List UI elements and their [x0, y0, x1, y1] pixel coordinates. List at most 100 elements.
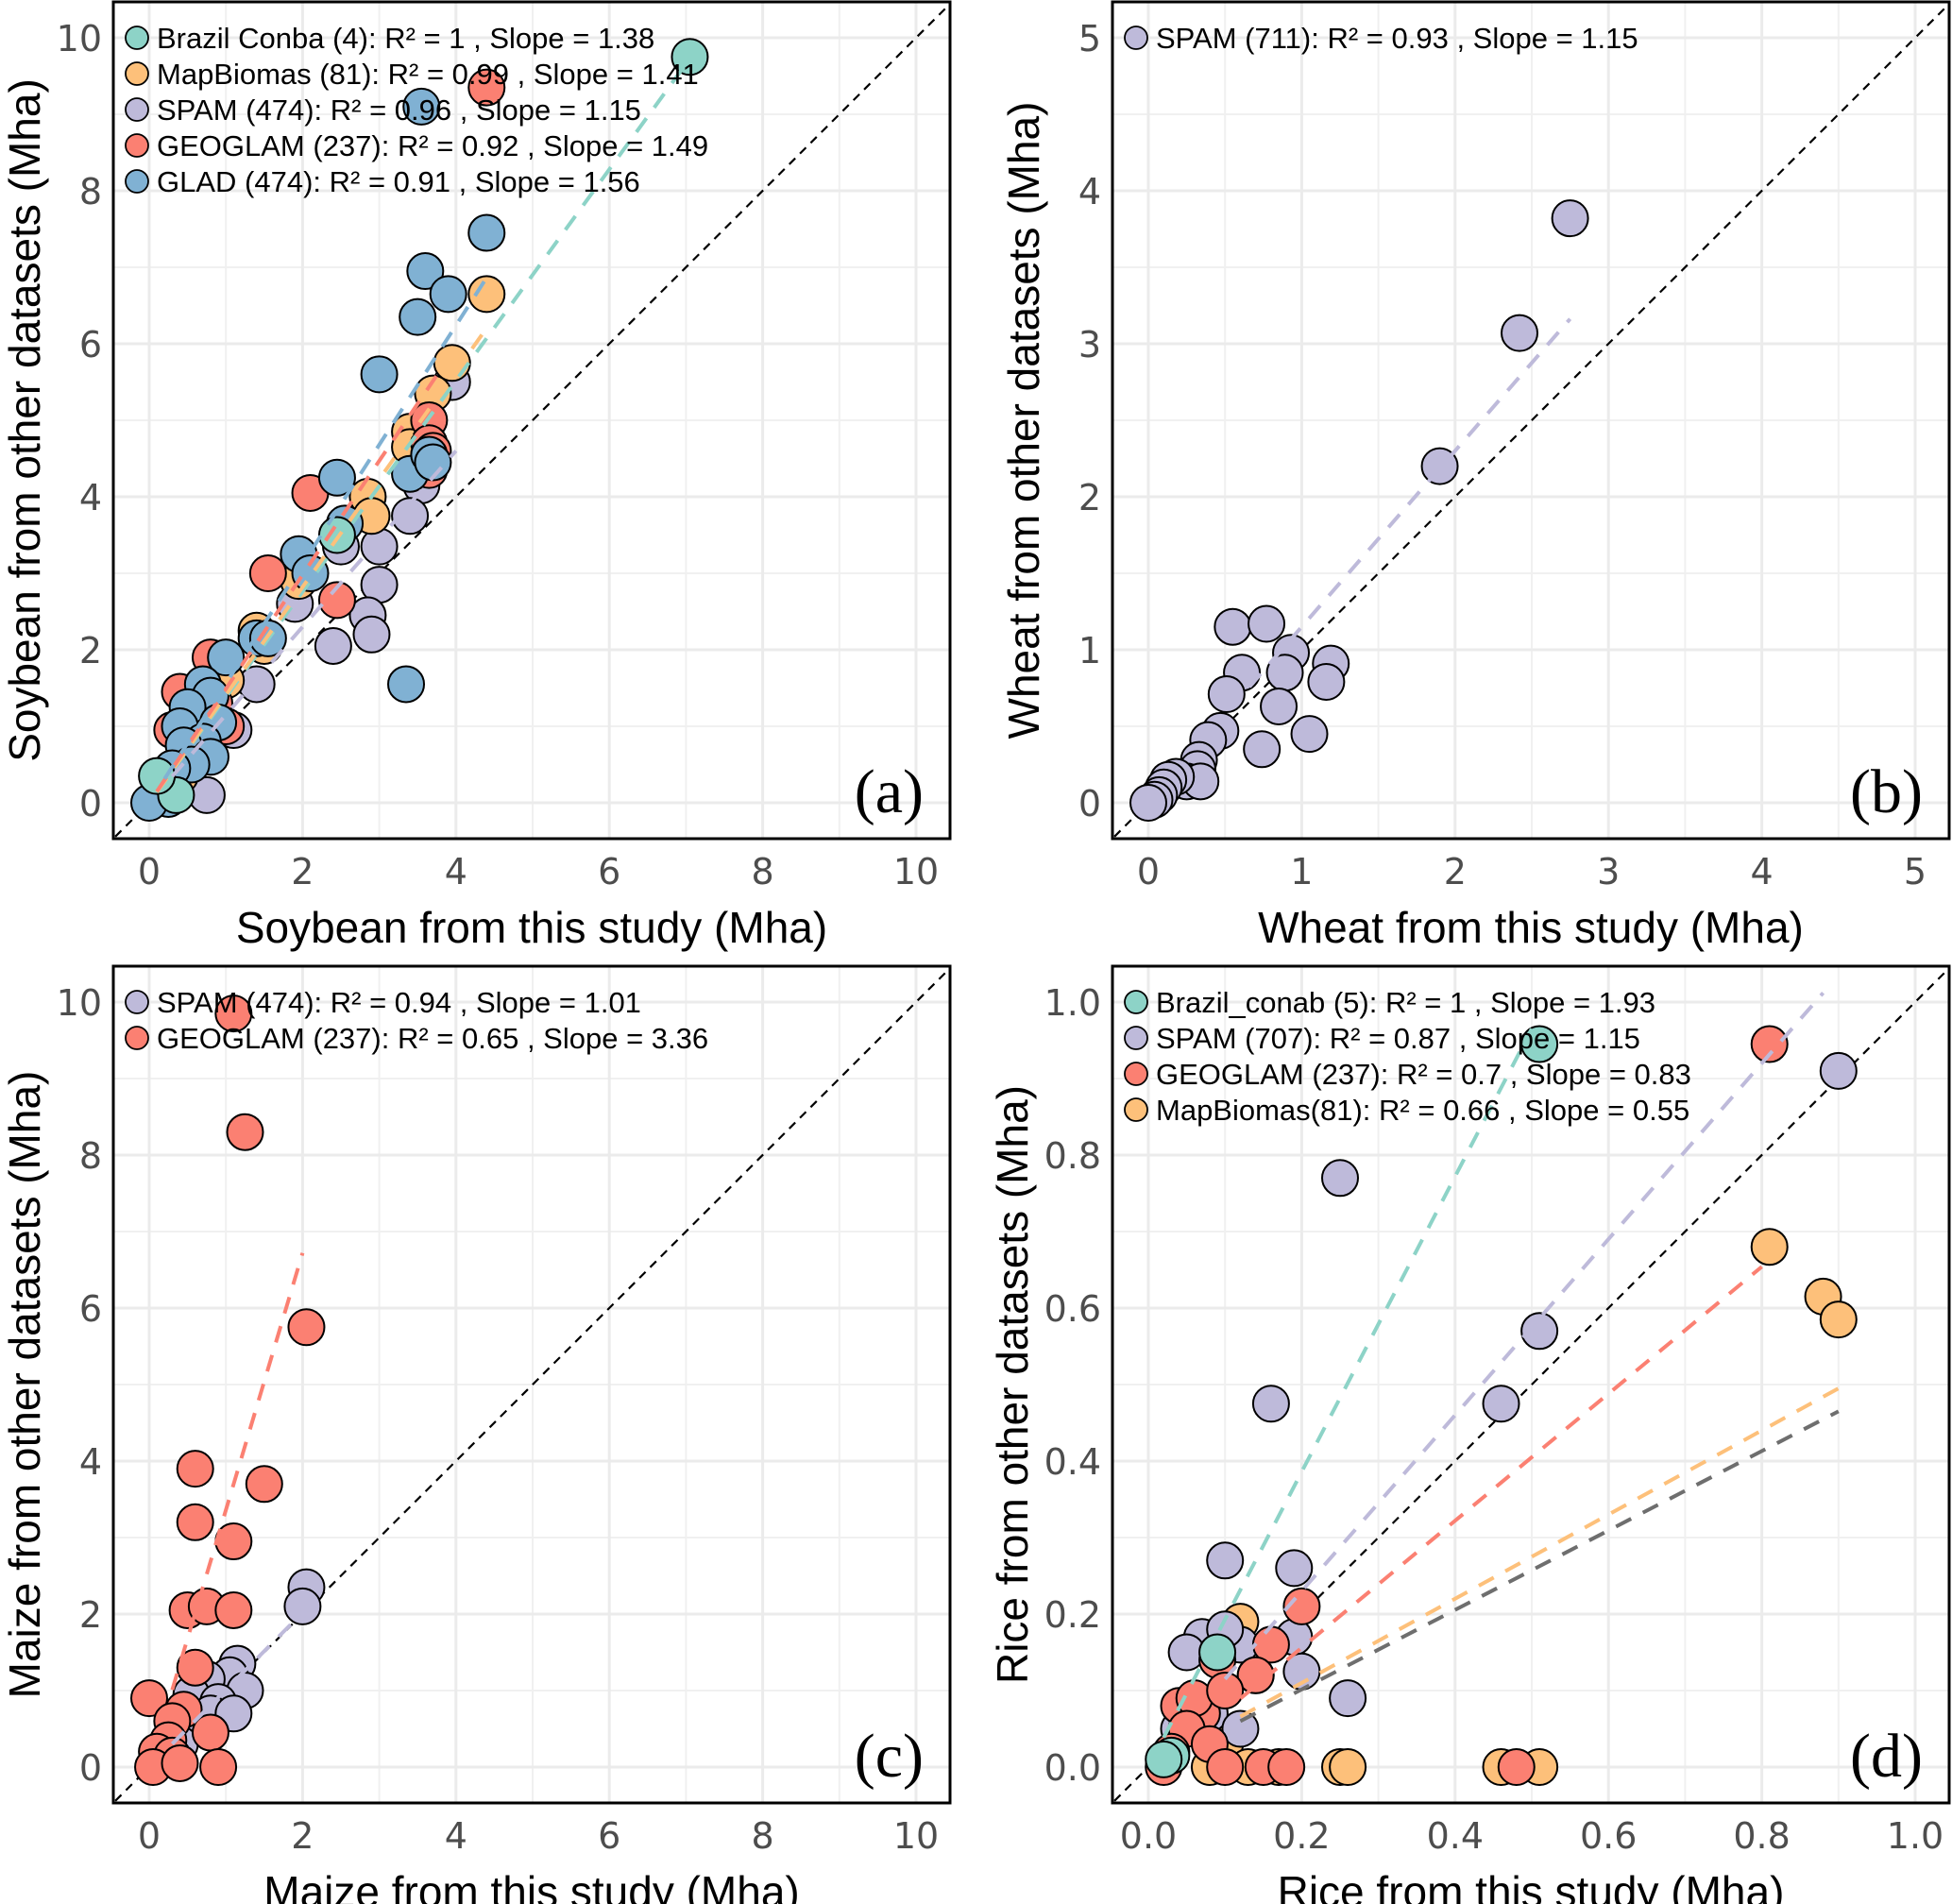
gridlines [1112, 966, 1949, 1803]
point-glad [317, 458, 356, 497]
point-mapbiomas [467, 275, 506, 314]
point-geoglam [1750, 1025, 1789, 1063]
point-spam [1520, 1312, 1559, 1351]
point-geoglam [1267, 1748, 1306, 1786]
point-geoglam [199, 1748, 238, 1786]
x-axis-title: Soybean from this study (Mha) [236, 903, 827, 952]
plot-frame [111, 964, 952, 1805]
point-geoglam [176, 1450, 214, 1488]
point-spam [1251, 1385, 1290, 1423]
point-spam [1221, 1709, 1260, 1748]
legend-marker [125, 1026, 149, 1050]
fit-line-mapbiomas [1239, 1386, 1840, 1719]
y-tick-label: 1 [1078, 630, 1101, 672]
y-tick-label: 0.4 [1044, 1441, 1101, 1483]
x-tick-label: 6 [598, 1815, 620, 1857]
panel-label: (a) [855, 757, 924, 826]
fit-line-spam [1223, 991, 1825, 1681]
fit-line-geoglam [170, 1252, 305, 1691]
point-spam [1819, 1051, 1858, 1090]
point-spam [1501, 314, 1539, 352]
y-tick-label: 4 [1078, 171, 1101, 212]
x-tick-label: 0 [1137, 851, 1160, 892]
legend-item: SPAM (474): R² = 0.96 , Slope = 1.15 [125, 94, 641, 127]
gridlines [113, 2, 950, 839]
y-tick-label: 4 [79, 1441, 102, 1483]
point-geoglam [467, 68, 506, 107]
y-tick-label: 0.2 [1044, 1594, 1101, 1636]
legend-marker [125, 169, 149, 194]
x-tick-label: 0.8 [1733, 1815, 1790, 1857]
fit-line-glad [162, 276, 488, 780]
legend: SPAM (711): R² = 0.93 , Slope = 1.15 [1124, 22, 1638, 55]
x-tick-label: 1 [1290, 851, 1313, 892]
point-glad [414, 443, 452, 482]
legend-marker [125, 97, 149, 122]
y-tick-label: 2 [79, 630, 102, 672]
points [1129, 199, 1589, 822]
fit-lines [155, 62, 688, 793]
legend-item: SPAM (707): R² = 0.87 , Slope = 1.15 [1124, 1022, 1640, 1055]
legend-marker [1124, 1026, 1148, 1050]
points [130, 994, 326, 1786]
legend-item: Brazil Conba (4): R² = 1 , Slope = 1.38 [125, 22, 654, 55]
legend-marker [125, 61, 149, 86]
legend-item: GEOGLAM (237): R² = 0.7 , Slope = 0.83 [1124, 1058, 1691, 1091]
panel-label: (d) [1850, 1722, 1923, 1791]
x-tick-label: 10 [893, 1815, 939, 1857]
point-spam [1260, 687, 1299, 725]
point-spam [1243, 730, 1282, 769]
y-tick-label: 1.0 [1044, 982, 1101, 1024]
fit-line-spam [1228, 317, 1572, 711]
legend-text: GEOGLAM (237): R² = 0.65 , Slope = 3.36 [157, 1022, 708, 1055]
y-tick-label: 0.0 [1044, 1747, 1101, 1789]
panel-c: 0 2 4 6 8 10 0 2 4 6 8 10 Maize from this study (Mha… [0, 964, 952, 1904]
legend-marker [125, 26, 149, 50]
legend-item: Brazil_conab (5): R² = 1 , Slope = 1.93 [1124, 986, 1655, 1019]
panel-a: 0 2 4 6 8 10 0 2 4 6 8 10 Soybean from this study (M… [0, 0, 952, 952]
y-tick-label: 0.6 [1044, 1288, 1101, 1330]
y-axis-title: Soybean from other datasets (Mha) [0, 78, 49, 762]
x-axis-title: Maize from this study (Mha) [263, 1867, 799, 1904]
y-tick-label: 8 [79, 1135, 102, 1177]
legend-text: MapBiomas (81): R² = 0.99 , Slope = 1.41 [157, 58, 699, 91]
fit-line-extra [1239, 1409, 1840, 1724]
legend: SPAM (474): R² = 0.94 , Slope = 1.01GEOG… [125, 986, 708, 1055]
point-glad [406, 252, 445, 291]
fit-line-mapbiomas [155, 327, 488, 793]
point-spam [1129, 784, 1167, 822]
x-tick-label: 0.2 [1273, 1815, 1330, 1857]
fit-lines [1162, 991, 1840, 1739]
x-tick-label: 2 [1444, 851, 1467, 892]
legend-text: SPAM (474): R² = 0.94 , Slope = 1.01 [157, 986, 641, 1019]
point-spam [314, 626, 352, 665]
legend-item: MapBiomas (81): R² = 0.99 , Slope = 1.41 [125, 58, 699, 91]
point-glad [387, 665, 426, 704]
y-tick-label: 4 [79, 477, 102, 518]
point-glad [360, 355, 399, 394]
fit-lines [1228, 317, 1572, 711]
fit-line-brazil-conab [1162, 1028, 1534, 1739]
legend-text: GEOGLAM (237): R² = 0.7 , Slope = 0.83 [1156, 1058, 1691, 1091]
point-spam [1329, 1679, 1367, 1718]
legend-marker [1124, 990, 1148, 1014]
x-tick-label: 6 [598, 851, 620, 892]
point-mapbiomas [1329, 1748, 1367, 1786]
x-tick-label: 4 [445, 1815, 467, 1857]
point-geoglam [1206, 1672, 1245, 1709]
x-tick-label: 4 [445, 851, 467, 892]
point-spam [1290, 715, 1329, 754]
point-geoglam [176, 1503, 214, 1541]
legend-text: MapBiomas(81): R² = 0.66 , Slope = 0.55 [1156, 1094, 1689, 1127]
x-tick-label: 2 [291, 1815, 314, 1857]
x-tick-label: 3 [1597, 851, 1620, 892]
x-tick-label: 0 [138, 1815, 161, 1857]
x-tick-label: 8 [752, 1815, 774, 1857]
point-spam [1307, 663, 1346, 702]
point-spam [1321, 1159, 1359, 1198]
legend-marker [125, 133, 149, 158]
point-geoglam [317, 581, 356, 620]
legend-marker [1124, 26, 1148, 50]
point-geoglam [176, 1648, 214, 1687]
